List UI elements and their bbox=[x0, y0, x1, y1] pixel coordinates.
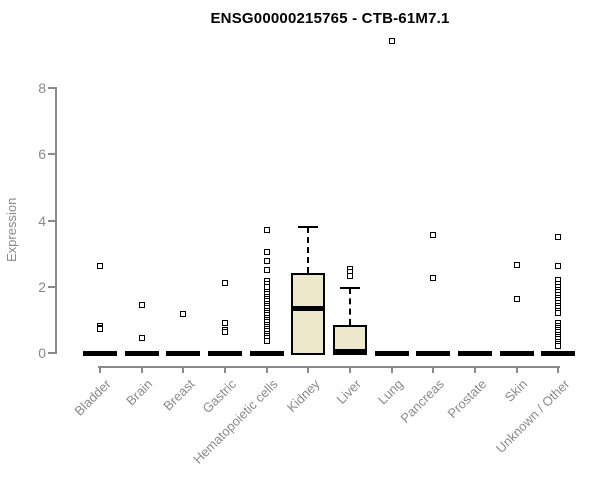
boxplot-flat-brain bbox=[124, 350, 159, 356]
x-tick-mark bbox=[349, 366, 352, 373]
outlier-point-unknown-other bbox=[555, 343, 562, 350]
y-tick-mark bbox=[48, 153, 55, 156]
boxplot-flat-skin bbox=[499, 350, 534, 356]
x-tick-label: Breast bbox=[160, 376, 198, 414]
x-tick-label: Liver bbox=[333, 376, 364, 407]
boxplot-flat-pancreas bbox=[416, 350, 451, 356]
boxplot-flat-breast bbox=[166, 350, 201, 356]
x-tick-mark bbox=[432, 366, 435, 373]
outlier-point-bladder bbox=[97, 262, 103, 269]
outlier-point-skin bbox=[513, 262, 520, 269]
x-tick-mark bbox=[99, 366, 101, 373]
whisker-kidney bbox=[307, 226, 310, 274]
boxplot-flat-gastric bbox=[208, 350, 242, 356]
outlier-point-gastric bbox=[222, 280, 228, 287]
x-tick-mark bbox=[265, 366, 268, 373]
whisker-cap-liver bbox=[340, 287, 361, 290]
x-tick-label: Gastric bbox=[199, 376, 239, 417]
x-tick-label: Bladder bbox=[71, 376, 114, 419]
x-tick-label: Prostate bbox=[444, 376, 489, 422]
outlier-point-gastric bbox=[222, 329, 228, 336]
y-tick-mark bbox=[48, 352, 55, 354]
x-tick-mark bbox=[182, 366, 185, 373]
x-tick-mark bbox=[140, 366, 143, 373]
boxplot-flat-unknown-other bbox=[541, 350, 576, 356]
outlier-point-lung bbox=[388, 37, 395, 44]
outlier-point-unknown-other bbox=[555, 310, 562, 317]
x-tick-mark bbox=[307, 366, 310, 373]
outlier-point-pancreas bbox=[430, 232, 437, 239]
x-tick-mark bbox=[224, 366, 226, 373]
x-tick-label: Brain bbox=[123, 376, 156, 409]
x-tick-mark bbox=[474, 366, 477, 373]
boxplot-flat-lung bbox=[374, 350, 409, 356]
outlier-point-hematopoietic-cells bbox=[263, 248, 270, 255]
y-tick-mark bbox=[48, 219, 55, 222]
outlier-point-gastric bbox=[222, 319, 228, 326]
y-tick-label: 6 bbox=[38, 146, 46, 163]
outlier-point-brain bbox=[138, 335, 145, 342]
outlier-point-hematopoietic-cells bbox=[263, 226, 270, 233]
y-tick-label: 4 bbox=[38, 212, 46, 229]
y-tick-label: 8 bbox=[38, 80, 46, 97]
outlier-point-unknown-other bbox=[555, 234, 562, 241]
x-tick-label: Pancreas bbox=[397, 376, 448, 426]
outlier-point-unknown-other bbox=[555, 262, 562, 269]
y-tick-mark bbox=[48, 285, 55, 288]
outlier-point-skin bbox=[513, 296, 520, 303]
median-kidney bbox=[291, 306, 326, 312]
whisker-cap-kidney bbox=[298, 225, 319, 228]
x-tick-mark bbox=[390, 366, 393, 373]
x-tick-label: Kidney bbox=[283, 376, 323, 416]
y-axis-line bbox=[55, 87, 57, 354]
chart-title: ENSG00000215765 - CTB-61M7.1 bbox=[210, 10, 450, 27]
outlier-point-brain bbox=[138, 302, 145, 309]
outlier-point-pancreas bbox=[430, 275, 437, 282]
outlier-point-breast bbox=[180, 310, 187, 317]
x-tick-mark bbox=[515, 366, 518, 373]
outlier-point-hematopoietic-cells bbox=[263, 337, 270, 344]
outlier-point-hematopoietic-cells bbox=[263, 266, 270, 273]
whisker-liver bbox=[349, 288, 352, 325]
y-tick-label: 2 bbox=[38, 278, 46, 295]
x-tick-label: Unknown / Other bbox=[492, 376, 573, 456]
x-tick-label: Skin bbox=[502, 376, 531, 405]
boxplot-flat-hematopoietic-cells bbox=[249, 350, 284, 356]
boxplot-box-kidney bbox=[291, 273, 326, 355]
boxplot-flat-bladder bbox=[83, 350, 117, 356]
x-tick-label: Lung bbox=[374, 376, 406, 408]
boxplot-flat-prostate bbox=[458, 350, 493, 356]
y-tick-label: 0 bbox=[38, 345, 46, 361]
y-tick-mark bbox=[48, 87, 55, 90]
outlier-point-liver bbox=[347, 272, 354, 279]
outlier-point-bladder bbox=[97, 326, 103, 333]
x-tick-mark bbox=[557, 366, 560, 373]
x-axis-line bbox=[98, 366, 561, 368]
outlier-point-hematopoietic-cells bbox=[263, 257, 270, 264]
median-liver bbox=[333, 348, 368, 354]
